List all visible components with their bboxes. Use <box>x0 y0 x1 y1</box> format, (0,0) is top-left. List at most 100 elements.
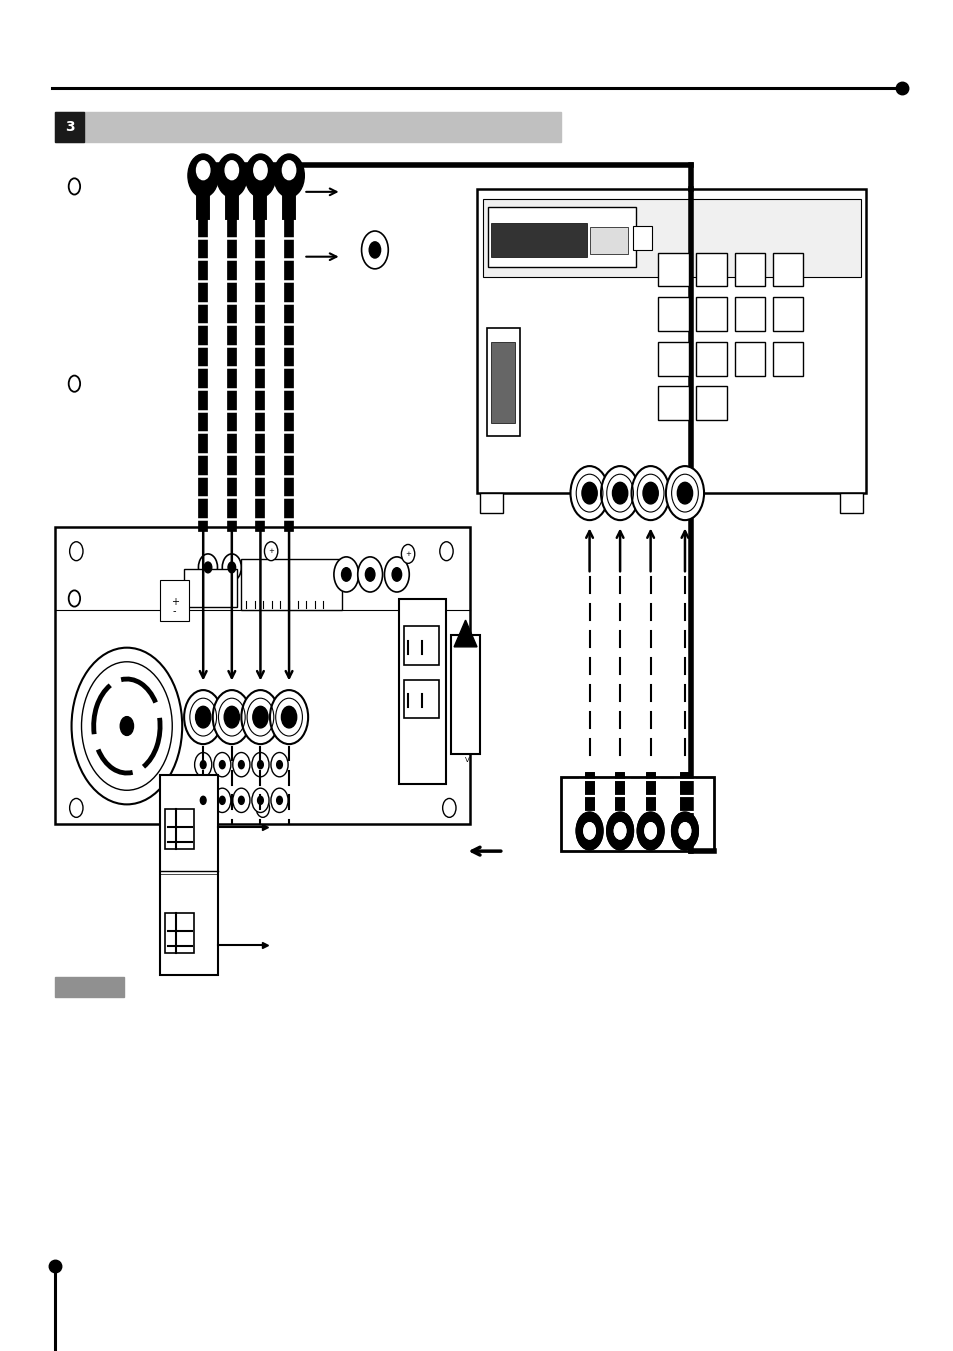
Circle shape <box>271 788 288 812</box>
Circle shape <box>200 796 206 804</box>
Circle shape <box>357 557 382 592</box>
Circle shape <box>264 542 277 561</box>
Circle shape <box>576 812 602 850</box>
Circle shape <box>238 761 244 769</box>
Circle shape <box>637 812 663 850</box>
Bar <box>184 569 236 607</box>
Text: +: + <box>405 551 411 557</box>
Circle shape <box>71 647 182 804</box>
Circle shape <box>194 753 212 777</box>
Bar <box>696 342 726 376</box>
Circle shape <box>442 798 456 817</box>
Circle shape <box>257 761 263 769</box>
Circle shape <box>233 788 250 812</box>
Circle shape <box>276 761 282 769</box>
Circle shape <box>184 690 222 744</box>
Bar <box>840 493 862 513</box>
Circle shape <box>255 798 270 817</box>
Text: 3: 3 <box>65 120 74 134</box>
Circle shape <box>219 761 225 769</box>
Circle shape <box>195 707 211 728</box>
Circle shape <box>671 812 698 850</box>
Bar <box>55 112 560 142</box>
Circle shape <box>213 690 251 744</box>
Bar <box>486 328 519 436</box>
Bar <box>482 199 860 277</box>
Bar <box>491 223 586 257</box>
Circle shape <box>576 812 602 850</box>
Bar <box>55 112 84 142</box>
Circle shape <box>369 242 380 258</box>
Bar <box>479 493 502 513</box>
Polygon shape <box>454 620 476 647</box>
Circle shape <box>276 796 282 804</box>
Circle shape <box>194 788 212 812</box>
Circle shape <box>224 707 239 728</box>
Circle shape <box>245 154 275 197</box>
Bar <box>632 226 651 250</box>
Circle shape <box>334 557 358 592</box>
Circle shape <box>644 823 656 839</box>
Circle shape <box>637 812 663 850</box>
Circle shape <box>219 796 225 804</box>
Text: +: + <box>171 597 178 607</box>
Bar <box>734 253 764 286</box>
Bar <box>696 253 726 286</box>
Circle shape <box>392 567 401 581</box>
Bar <box>734 297 764 331</box>
Circle shape <box>282 161 295 180</box>
Bar <box>772 253 802 286</box>
Circle shape <box>213 788 231 812</box>
Bar <box>476 189 865 493</box>
Circle shape <box>341 567 351 581</box>
Circle shape <box>361 231 388 269</box>
Circle shape <box>253 707 268 728</box>
Circle shape <box>642 482 658 504</box>
Circle shape <box>120 716 133 735</box>
Bar <box>165 912 193 952</box>
Circle shape <box>570 466 608 520</box>
Bar <box>404 680 438 719</box>
Circle shape <box>252 753 269 777</box>
Circle shape <box>439 542 453 561</box>
Circle shape <box>614 823 625 839</box>
Circle shape <box>225 161 238 180</box>
Bar <box>772 297 802 331</box>
Bar <box>560 777 713 851</box>
Circle shape <box>614 823 625 839</box>
Bar <box>55 527 470 824</box>
Circle shape <box>631 466 669 520</box>
Circle shape <box>233 753 250 777</box>
Circle shape <box>612 482 627 504</box>
Circle shape <box>677 482 692 504</box>
Bar <box>404 626 438 665</box>
Bar <box>491 342 515 423</box>
Circle shape <box>228 562 235 573</box>
Bar <box>658 386 688 420</box>
Circle shape <box>583 823 595 839</box>
Circle shape <box>384 557 409 592</box>
Circle shape <box>679 823 690 839</box>
Circle shape <box>213 753 231 777</box>
Circle shape <box>365 567 375 581</box>
Circle shape <box>671 812 698 850</box>
Circle shape <box>606 812 633 850</box>
Text: -: - <box>172 607 176 616</box>
Circle shape <box>271 753 288 777</box>
Circle shape <box>401 544 415 563</box>
Circle shape <box>188 154 218 197</box>
Circle shape <box>257 796 263 804</box>
Circle shape <box>198 554 217 581</box>
Circle shape <box>241 690 279 744</box>
Circle shape <box>253 161 267 180</box>
Text: V: V <box>465 757 469 763</box>
Circle shape <box>644 823 656 839</box>
Circle shape <box>70 542 83 561</box>
Bar <box>696 386 726 420</box>
Circle shape <box>70 798 83 817</box>
Bar <box>658 297 688 331</box>
Bar <box>658 342 688 376</box>
Circle shape <box>581 482 597 504</box>
Circle shape <box>252 788 269 812</box>
Text: +: + <box>268 549 274 554</box>
